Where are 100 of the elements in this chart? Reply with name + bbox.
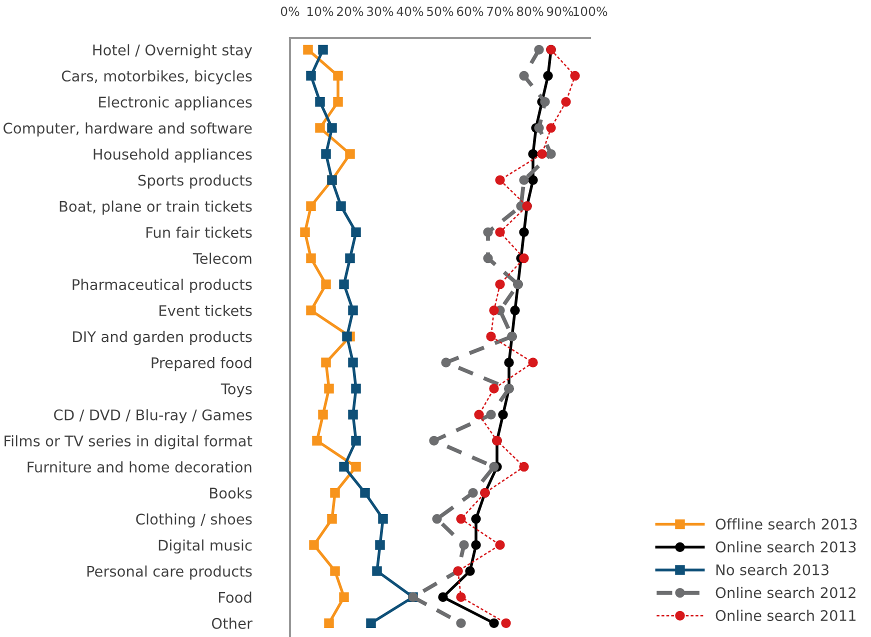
point [495,540,505,550]
point [537,149,547,159]
point [519,227,529,238]
point [543,70,553,81]
x-tick-label: 80% [516,6,544,16]
point [528,358,538,368]
point [489,306,499,316]
point [327,514,337,524]
point [483,227,493,238]
y-tick-label: Household appliances [94,148,252,163]
point [348,358,358,368]
point [306,306,316,316]
x-tick-label: 0% [280,6,300,16]
y-tick-label: Telecom [192,252,252,264]
point [501,618,511,628]
point [339,462,349,472]
point [486,332,496,342]
point [375,540,385,550]
point [519,175,529,185]
x-tick-label: 40% [396,6,424,16]
point [534,44,544,55]
point [429,436,439,446]
point [519,253,529,264]
point [330,488,340,498]
y-tick-label: Prepared food [152,356,252,372]
x-tick-label: 60% [456,6,484,16]
point [495,227,505,238]
point [528,149,538,159]
y-tick-label: Pharmaceutical products [72,278,252,293]
point [348,410,358,420]
point [468,488,478,498]
point [321,358,331,368]
x-tick-label: 30% [367,6,394,16]
legend-label: Online search 2013 [716,541,856,552]
point [306,70,316,81]
point [318,44,328,55]
point [330,566,340,576]
y-tick-label: Other [212,618,252,629]
point [441,358,451,368]
legend-label: Online search 2012 [716,586,856,598]
point [495,279,505,290]
x-tick-label: 90% [546,6,574,16]
y-tick-label: Event tickets [160,304,252,316]
point [456,618,466,628]
x-tick-label: 70% [487,6,514,16]
point [432,514,442,524]
point [486,410,496,420]
point [570,70,580,81]
point [321,279,331,290]
point [351,384,361,394]
y-tick-label: Digital music [158,539,252,554]
point [438,592,448,602]
point [321,149,331,159]
legend-label: Online search 2011 [716,610,856,622]
point [306,201,316,211]
point [489,618,499,628]
point [351,436,361,446]
point [342,332,352,342]
point [495,175,505,185]
point [315,123,325,133]
point [372,566,382,576]
x-tick-label: 100% [574,6,608,16]
point [519,70,529,81]
point [534,123,544,133]
point [489,384,499,394]
y-tick-label: Hotel / Overnight stay [93,44,252,58]
y-tick-label: Books [210,487,252,499]
y-tick-label: Computer, hardware and software [4,122,252,136]
point [465,566,475,576]
y-tick-label: Furniture and home decoration [28,461,252,473]
point [456,514,466,524]
point [510,306,520,316]
point [345,253,355,264]
y-tick-label: Sports products [138,174,252,189]
point [459,540,469,550]
x-tick-label: 20% [337,6,364,16]
legend-label: Offline search 2013 [716,518,857,530]
point [300,227,310,238]
point [483,253,493,264]
point [324,384,334,394]
point [351,462,361,472]
y-tick-label: Personal care products [87,566,252,580]
x-tick-label: 10% [307,6,334,16]
point [489,462,499,472]
point [324,618,334,628]
point [471,540,481,550]
point [528,175,538,185]
point [474,410,484,420]
point [339,279,349,290]
point [348,306,358,316]
point [351,227,361,238]
point [498,410,508,420]
point [315,97,325,107]
point [339,592,349,602]
point [456,592,466,602]
point [471,514,481,524]
y-tick-label: Fun fair tickets [146,226,252,238]
y-tick-label: DIY and garden products [73,330,252,346]
y-tick-label: Films or TV series in digital format [4,435,252,450]
y-tick-label: Clothing / shoes [136,513,252,528]
